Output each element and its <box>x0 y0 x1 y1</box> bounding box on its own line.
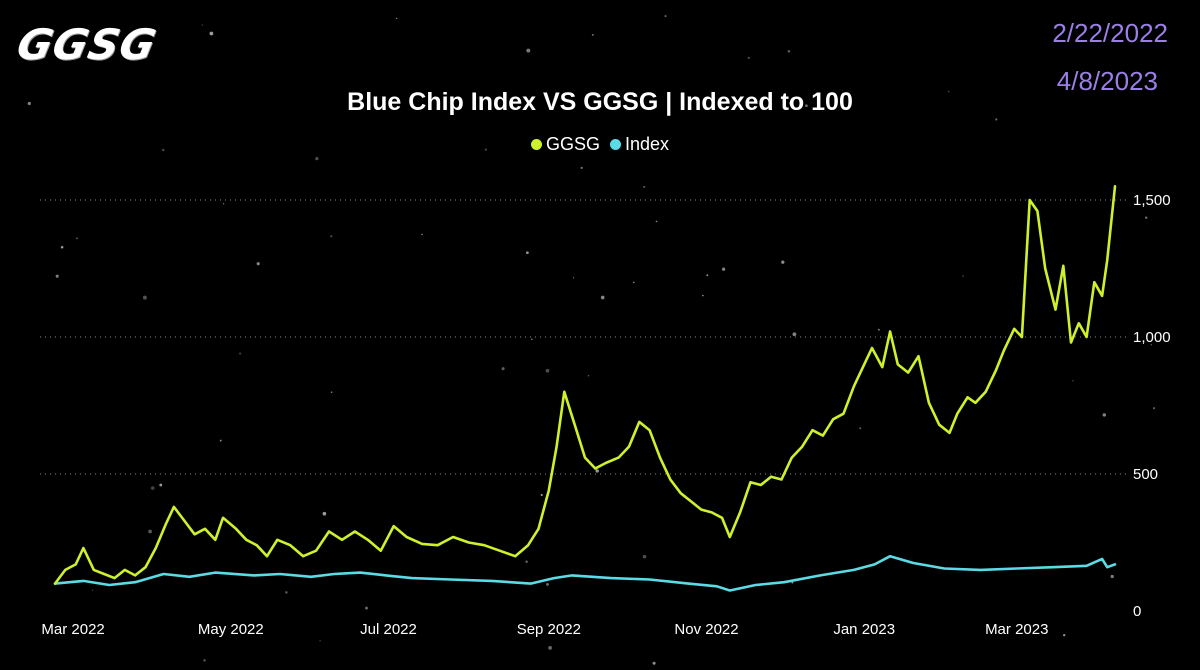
star-dot <box>285 591 288 594</box>
star-dot <box>55 274 59 278</box>
star-dot <box>315 156 319 161</box>
star-dot <box>209 31 214 36</box>
star-dot <box>222 203 225 205</box>
star-dot <box>655 220 658 223</box>
star-dot <box>947 90 950 93</box>
y-tick-label: 1,000 <box>1133 329 1171 346</box>
star-dot <box>791 581 794 584</box>
x-axis: Mar 2022 May 2022 Jul 2022 Sep 2022 Nov 2022… <box>41 621 1048 638</box>
star-dot <box>633 281 635 284</box>
star-dot <box>1102 413 1107 417</box>
star-dot <box>330 235 333 238</box>
star-dot <box>706 274 709 277</box>
star-dot <box>526 251 529 255</box>
star-dot <box>747 56 750 60</box>
star-dot <box>595 469 599 473</box>
x-tick-label: Mar 2023 <box>985 621 1048 638</box>
legend-marker-index <box>609 139 621 150</box>
star-dot <box>1072 380 1074 382</box>
star-dot <box>27 101 31 106</box>
star-dot <box>159 483 163 487</box>
star-dot <box>642 554 647 559</box>
star-dot <box>572 277 575 279</box>
star-dot <box>600 295 605 300</box>
star-dot <box>501 367 505 371</box>
chart-legend: GGSG Index <box>0 134 1200 155</box>
star-dot <box>148 529 152 534</box>
x-tick-label: Sep 2022 <box>517 621 581 638</box>
star-dot <box>652 661 656 665</box>
star-dot <box>643 185 646 188</box>
star-dot <box>591 33 594 36</box>
chart-series <box>53 185 1117 592</box>
star-dot <box>545 368 550 373</box>
x-tick-label: Nov 2022 <box>674 621 738 638</box>
legend-marker-ggsg <box>530 139 542 150</box>
star-dot <box>526 48 531 53</box>
legend-label-index: Index <box>624 134 670 154</box>
y-axis: 0 500 1,000 1,500 <box>1133 192 1171 620</box>
star-dot <box>859 427 862 430</box>
star-dot <box>161 148 165 152</box>
star-dot <box>1150 344 1153 346</box>
star-dot <box>365 606 368 610</box>
star-dot <box>396 17 398 20</box>
legend-item-index[interactable]: Index <box>609 134 670 155</box>
series-line-index[interactable] <box>53 554 1117 592</box>
star-dot <box>548 646 552 650</box>
x-tick-label: Mar 2022 <box>41 621 104 638</box>
chart-grid <box>40 199 1130 475</box>
star-dot <box>150 486 155 490</box>
end-date: 4/8/2023 <box>1056 66 1158 96</box>
star-dot <box>962 275 964 277</box>
legend-item-ggsg[interactable]: GGSG <box>530 134 600 155</box>
x-tick-label: Jul 2022 <box>360 621 417 638</box>
start-date: 2/22/2022 <box>1052 18 1168 48</box>
star-dot <box>256 262 260 266</box>
star-dot <box>421 233 423 236</box>
star-dot <box>792 332 797 337</box>
star-dot <box>330 391 333 393</box>
star-dot <box>201 24 204 26</box>
star-dot <box>877 328 880 331</box>
star-dot <box>91 589 94 592</box>
star-dot <box>60 245 64 249</box>
star-dot <box>319 640 321 642</box>
star-dot <box>239 352 242 355</box>
star-dot <box>781 260 785 264</box>
legend-label-ggsg: GGSG <box>545 134 600 154</box>
star-dot <box>664 15 667 18</box>
star-dot <box>484 148 488 151</box>
star-dot <box>587 374 590 377</box>
star-dot <box>531 338 533 341</box>
y-tick-label: 0 <box>1133 603 1141 620</box>
star-dot <box>546 582 549 586</box>
star-dot <box>525 560 528 563</box>
series-line-ggsg[interactable] <box>53 185 1117 585</box>
y-tick-label: 500 <box>1133 466 1158 483</box>
star-dot <box>219 439 222 442</box>
y-tick-label: 1,500 <box>1133 192 1171 209</box>
star-dot <box>789 101 793 105</box>
star-dot <box>1063 633 1066 637</box>
star-dot <box>142 295 147 300</box>
star-dot <box>203 659 206 662</box>
star-dot <box>540 493 543 497</box>
star-dot <box>805 104 808 108</box>
star-dot <box>995 118 998 121</box>
star-dot <box>75 237 78 240</box>
star-dot <box>1144 216 1148 219</box>
chart-title: Blue Chip Index VS GGSG | Indexed to 100 <box>347 88 853 116</box>
x-tick-label: May 2022 <box>198 621 264 638</box>
star-dot <box>1152 407 1156 410</box>
star-dot <box>1110 574 1114 579</box>
star-dot <box>702 294 704 297</box>
star-dot <box>580 166 583 170</box>
star-dot <box>721 267 726 271</box>
star-dot <box>787 50 791 53</box>
x-tick-label: Jan 2023 <box>833 621 895 638</box>
star-dot <box>322 511 327 516</box>
